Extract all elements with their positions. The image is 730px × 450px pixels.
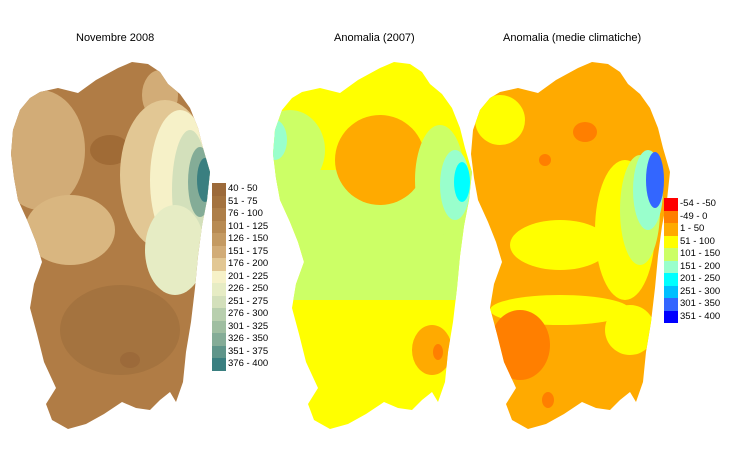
legend-rain-swatch <box>212 358 226 371</box>
legend-rain-swatch <box>212 283 226 296</box>
legend-rain-label: 40 - 50 <box>228 183 258 194</box>
legend-rain-swatch <box>212 258 226 271</box>
legend-rain-label: 326 - 350 <box>228 333 269 344</box>
legend-anom-label: 351 - 400 <box>680 310 721 322</box>
legend-anom-label: 1 - 50 <box>680 223 705 234</box>
legend-anom-swatch <box>664 285 678 298</box>
legend-anom-label: 251 - 300 <box>680 285 721 297</box>
legend-rain-swatch <box>212 245 226 258</box>
legend-anom-label: 101 - 150 <box>680 248 721 259</box>
legend-anom-swatch <box>664 298 678 311</box>
legend-anom-swatch <box>664 248 678 261</box>
legend-rain-swatch <box>212 208 226 221</box>
legend-anom-swatch <box>664 260 678 273</box>
legend-anom-swatch <box>664 210 678 223</box>
legend-rain-label: 76 - 100 <box>228 208 263 219</box>
title-novembre-2008: Novembre 2008 <box>76 32 155 44</box>
legend-anom-label: 151 - 200 <box>680 260 721 272</box>
legend-anom-label: -49 - 0 <box>680 210 708 222</box>
legend-rain-swatch <box>212 308 226 321</box>
legend-rain-label: 51 - 75 <box>228 195 258 207</box>
legend-rain-swatch <box>212 295 226 308</box>
legend-rain-label: 226 - 250 <box>228 283 269 294</box>
legend-rain-swatch <box>212 345 226 358</box>
legend-anom-label: -54 - -50 <box>680 198 716 209</box>
legend-rain-label: 201 - 225 <box>228 270 269 282</box>
legend-rain-swatch <box>212 320 226 333</box>
legend-rain-label: 301 - 325 <box>228 320 269 332</box>
legend-rain-label: 101 - 125 <box>228 220 269 232</box>
legend-anom-swatch <box>664 223 678 236</box>
legend-rain-label: 251 - 275 <box>228 295 269 307</box>
map-anomalia-medie <box>471 62 670 429</box>
legend-rain-swatch <box>212 233 226 246</box>
legend-anom-label: 301 - 350 <box>680 298 721 309</box>
legend-rain-swatch <box>212 195 226 208</box>
title-anomalia-medie: Anomalia (medie climatiche) <box>503 32 642 44</box>
legend-anom-swatch <box>664 310 678 323</box>
legend-rain-swatch <box>212 270 226 283</box>
legend-anom-label: 51 - 100 <box>680 235 715 247</box>
title-anomalia-2007: Anomalia (2007) <box>334 32 415 44</box>
legend-rain-swatch <box>212 333 226 346</box>
legend-rain-label: 151 - 175 <box>228 245 269 257</box>
map-anomalia-2007 <box>273 62 472 429</box>
map-novembre-2008 <box>11 62 210 429</box>
legend-rain-label: 176 - 200 <box>228 258 269 269</box>
legend-rain-label: 376 - 400 <box>228 358 269 369</box>
legend-rain-label: 126 - 150 <box>228 233 269 244</box>
legend-rain-swatch <box>212 183 226 196</box>
legend-anom-swatch <box>664 198 678 211</box>
legend-anom-swatch <box>664 273 678 286</box>
legend-rain-swatch <box>212 220 226 233</box>
legend-rain-label: 351 - 375 <box>228 345 269 357</box>
legend-anom-swatch <box>664 235 678 248</box>
legend-rain-label: 276 - 300 <box>228 308 269 319</box>
legend-anom-label: 201 - 250 <box>680 273 721 284</box>
